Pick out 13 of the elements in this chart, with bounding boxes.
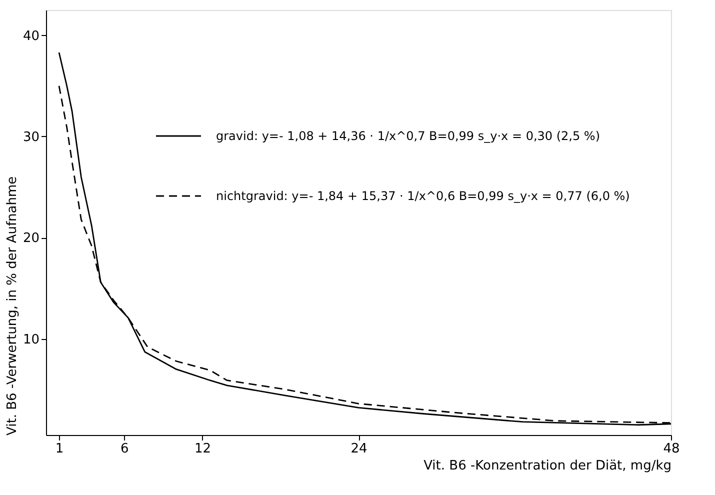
y-axis-title: Vit. B6 -Verwertung, in % der Aufnahme xyxy=(4,176,20,436)
y-tick-label: 30 xyxy=(22,130,40,145)
y-tick-label: 40 xyxy=(22,28,40,44)
y-tick-label: 20 xyxy=(22,231,40,246)
y-tick-label: 10 xyxy=(22,332,40,348)
x-axis-title: Vit. B6 -Konzentration der Diät, mg/kg xyxy=(424,458,672,474)
legend-label: nichtgravid: y=- 1,84 + 15,37 · 1/x^0,6 B=0,99 s_y·x = 0,77 (6,0 %) xyxy=(216,189,630,203)
x-tick-label: 1 xyxy=(55,442,64,456)
x-tick-label: 24 xyxy=(350,442,368,456)
legend-label: gravid: y=- 1,08 + 14,36 · 1/x^0,7 B=0,99 s_y·x = 0,30 (2,5 %) xyxy=(216,129,600,143)
x-tick-label: 48 xyxy=(663,442,680,456)
x-tick-label: 6 xyxy=(120,442,129,456)
x-tick-label: 12 xyxy=(194,442,212,456)
